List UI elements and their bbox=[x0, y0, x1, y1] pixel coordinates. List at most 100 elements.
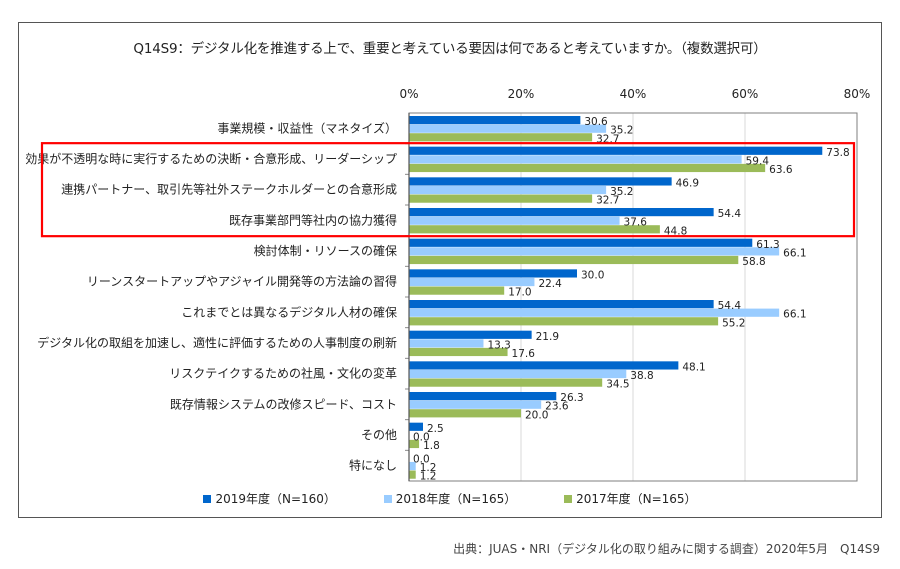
chart-title: Q14S9：デジタル化を推進する上で、重要と考えている要因は何であると考えていま… bbox=[133, 41, 767, 57]
bar bbox=[409, 422, 423, 431]
plot-area-border bbox=[408, 112, 858, 482]
value-label: 0.0 bbox=[413, 453, 430, 465]
legend-swatch-2017 bbox=[564, 495, 573, 503]
value-label: 35.2 bbox=[610, 186, 633, 198]
bar bbox=[409, 339, 484, 348]
value-label: 66.1 bbox=[783, 309, 806, 321]
bar bbox=[409, 216, 620, 225]
bars bbox=[409, 116, 823, 479]
bar bbox=[409, 225, 660, 234]
value-label: 17.0 bbox=[508, 287, 531, 299]
bar bbox=[409, 378, 603, 387]
bar bbox=[409, 247, 780, 256]
bar bbox=[409, 392, 557, 401]
legend-label-2017: 2017年度（N=165） bbox=[576, 492, 697, 506]
bar bbox=[409, 194, 593, 203]
value-label: 37.6 bbox=[624, 217, 648, 229]
highlight-box bbox=[40, 142, 856, 238]
bar bbox=[409, 286, 505, 295]
legend-item-2018: 2018年度（N=165） bbox=[383, 490, 517, 507]
value-label: 44.8 bbox=[664, 225, 687, 237]
value-label: 54.4 bbox=[718, 300, 742, 312]
category-label: 既存事業部門等社内の協力獲得 bbox=[229, 212, 397, 227]
highlight-rectangle bbox=[40, 142, 856, 238]
value-label: 30.0 bbox=[581, 269, 604, 281]
x-tick-label: 0% bbox=[399, 87, 418, 101]
legend-swatch-2018 bbox=[383, 495, 392, 503]
bar bbox=[409, 317, 719, 326]
category-label: リーンスタートアップやアジャイル開発等の方法論の習得 bbox=[87, 274, 397, 289]
category-label: 特になし bbox=[349, 458, 397, 473]
category-label: 検討体制・リソースの確保 bbox=[254, 243, 397, 258]
x-tick-label: 60% bbox=[732, 87, 759, 101]
bar bbox=[409, 269, 577, 278]
value-label: 32.7 bbox=[596, 195, 619, 207]
x-tick-labels: 0% 20% 40% 60% 80% bbox=[399, 87, 870, 101]
category-labels: 事業規模・収益性（マネタイズ） 効果が不透明な時に実行するための決断・合意形成、リ… bbox=[25, 120, 397, 472]
value-label: 58.8 bbox=[742, 256, 765, 268]
x-tick-label: 20% bbox=[508, 87, 535, 101]
category-label: 連携パートナー、取引先等社外ステークホルダーとの合意形成 bbox=[61, 182, 397, 197]
bar bbox=[409, 177, 672, 186]
value-label: 22.4 bbox=[538, 278, 562, 290]
category-label: 既存情報システムの改修スピード、コスト bbox=[170, 396, 397, 411]
x-tick-label: 40% bbox=[620, 87, 647, 101]
value-label: 54.4 bbox=[718, 208, 742, 220]
value-label: 66.1 bbox=[783, 247, 806, 259]
value-label: 23.6 bbox=[545, 401, 569, 413]
value-label: 20.0 bbox=[525, 409, 548, 421]
x-tick-label: 80% bbox=[844, 87, 871, 101]
category-label: これまでとは異なるデジタル人材の確保 bbox=[181, 304, 397, 319]
value-label: 2.5 bbox=[427, 423, 444, 435]
value-label: 30.6 bbox=[584, 116, 608, 128]
bar bbox=[409, 208, 714, 217]
bar bbox=[409, 116, 581, 125]
value-label: 59.4 bbox=[746, 155, 770, 167]
legend-swatch-2019 bbox=[203, 495, 212, 503]
value-label: 0.0 bbox=[413, 431, 430, 443]
value-label: 26.3 bbox=[560, 392, 583, 404]
value-label: 13.3 bbox=[487, 339, 510, 351]
value-label: 35.2 bbox=[610, 125, 633, 137]
value-label: 55.2 bbox=[722, 317, 745, 329]
value-label: 48.1 bbox=[682, 361, 705, 373]
bar bbox=[409, 163, 766, 173]
category-label: 効果が不透明な時に実行するための決断・合意形成、リーダーシップ bbox=[25, 151, 397, 166]
value-label: 1.8 bbox=[423, 440, 440, 452]
bar bbox=[409, 124, 607, 133]
value-label: 1.2 bbox=[420, 462, 437, 474]
value-label: 21.9 bbox=[536, 331, 559, 343]
bar bbox=[409, 277, 535, 287]
value-labels: 30.635.232.773.859.463.646.935.232.754.4… bbox=[413, 116, 850, 483]
bar bbox=[409, 185, 607, 195]
category-label: リスクテイクするための社風・文化の変革 bbox=[169, 366, 397, 381]
bar bbox=[409, 300, 714, 309]
bar bbox=[409, 470, 416, 479]
bar bbox=[409, 409, 521, 418]
legend: 2019年度（N=160） 2018年度（N=165） 2017年度（N=165… bbox=[0, 490, 900, 507]
bar bbox=[409, 308, 780, 317]
category-label: その他 bbox=[361, 428, 397, 442]
bar bbox=[409, 439, 420, 449]
category-label: デジタル化の取組を加速し、適性に評価するための人事制度の刷新 bbox=[37, 335, 397, 350]
bar bbox=[409, 330, 532, 339]
bar bbox=[409, 461, 416, 471]
bar bbox=[409, 369, 627, 379]
bar bbox=[409, 400, 542, 409]
bar bbox=[409, 133, 593, 142]
legend-label-2018: 2018年度（N=165） bbox=[395, 492, 517, 506]
bar bbox=[409, 255, 739, 265]
value-label: 38.8 bbox=[630, 370, 653, 382]
legend-label-2019: 2019年度（N=160） bbox=[215, 492, 336, 506]
value-label: 17.6 bbox=[512, 348, 536, 360]
value-label: 46.9 bbox=[676, 177, 699, 189]
value-label: 1.2 bbox=[420, 471, 437, 483]
value-label: 34.5 bbox=[606, 379, 629, 391]
bar bbox=[409, 146, 823, 155]
category-label: 事業規模・収益性（マネタイズ） bbox=[217, 120, 397, 135]
value-label: 61.3 bbox=[756, 239, 779, 251]
value-label: 73.8 bbox=[826, 147, 849, 159]
bar bbox=[409, 155, 742, 164]
value-label: 63.6 bbox=[769, 164, 793, 176]
